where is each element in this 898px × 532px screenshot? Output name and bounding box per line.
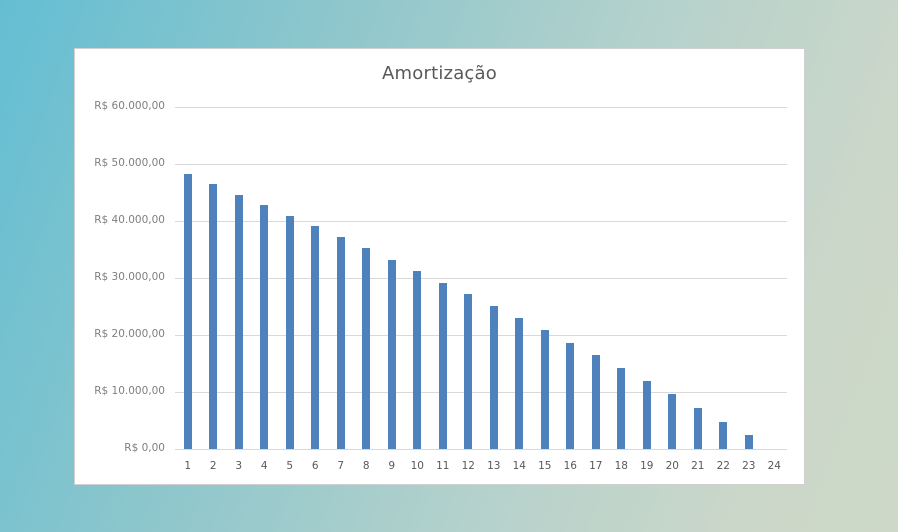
y-axis-tick-label: R$ 60.000,00 <box>94 100 165 112</box>
bar <box>515 318 524 449</box>
x-axis-tick-label: 18 <box>614 460 628 472</box>
bar <box>566 342 575 449</box>
gridline <box>175 107 787 108</box>
x-axis-tick-label: 23 <box>742 460 756 472</box>
bar <box>336 237 345 449</box>
bar <box>719 421 728 449</box>
y-axis-tick-label: R$ 40.000,00 <box>94 214 165 226</box>
x-axis-tick-label: 3 <box>235 460 243 472</box>
x-axis-tick-label: 14 <box>512 460 526 472</box>
bar <box>413 270 422 449</box>
bar <box>387 259 396 449</box>
x-axis-tick-label: 24 <box>767 460 781 472</box>
bar <box>668 393 677 449</box>
bar <box>591 355 600 449</box>
chart-card: Amortização R$ 60.000,00 R$ 50.000,00 R$ 4… <box>74 48 805 485</box>
bar <box>464 294 473 449</box>
chart-title: Amortização <box>382 63 497 84</box>
bar <box>438 283 447 449</box>
bar <box>489 305 498 449</box>
x-axis-tick-label: 2 <box>209 460 217 472</box>
bar <box>362 248 371 449</box>
x-axis-tick-label: 15 <box>538 460 552 472</box>
x-axis-tick-label: 10 <box>410 460 424 472</box>
y-axis-tick-label: R$ 20.000,00 <box>94 328 165 340</box>
x-axis-tick-label: 5 <box>286 460 294 472</box>
x-axis-tick-label: 9 <box>388 460 396 472</box>
x-axis-tick-label: 19 <box>640 460 654 472</box>
bar <box>617 368 626 449</box>
x-axis-tick-label: 21 <box>691 460 705 472</box>
y-axis-tick-label: R$ 10.000,00 <box>94 385 165 397</box>
x-axis-tick-label: 7 <box>337 460 345 472</box>
x-axis-tick-label: 16 <box>563 460 577 472</box>
gridline <box>175 392 787 393</box>
bar <box>234 195 243 449</box>
x-axis-tick-label: 20 <box>665 460 679 472</box>
gridline <box>175 164 787 165</box>
bar <box>744 434 753 449</box>
x-axis-tick-label: 6 <box>311 460 319 472</box>
y-axis-tick-label: R$ 0,00 <box>124 442 165 454</box>
bar <box>642 380 651 449</box>
y-axis-tick-label: R$ 50.000,00 <box>94 157 165 169</box>
x-axis-tick-label: 22 <box>716 460 730 472</box>
gridline <box>175 278 787 279</box>
gridline <box>175 221 787 222</box>
y-axis-tick-label: R$ 30.000,00 <box>94 271 165 283</box>
bar <box>311 226 320 449</box>
x-axis-tick-label: 11 <box>436 460 450 472</box>
x-axis-line <box>175 449 787 450</box>
x-axis-tick-label: 4 <box>260 460 268 472</box>
bar <box>693 408 702 449</box>
bar <box>285 215 294 449</box>
x-axis-tick-label: 8 <box>362 460 370 472</box>
bar <box>183 173 192 449</box>
gridline <box>175 335 787 336</box>
bar <box>540 329 549 449</box>
x-axis-tick-label: 12 <box>461 460 475 472</box>
x-axis-tick-label: 17 <box>589 460 603 472</box>
x-axis-tick-label: 1 <box>184 460 192 472</box>
bar <box>209 184 218 449</box>
bar <box>260 204 269 449</box>
x-axis-tick-label: 13 <box>487 460 501 472</box>
